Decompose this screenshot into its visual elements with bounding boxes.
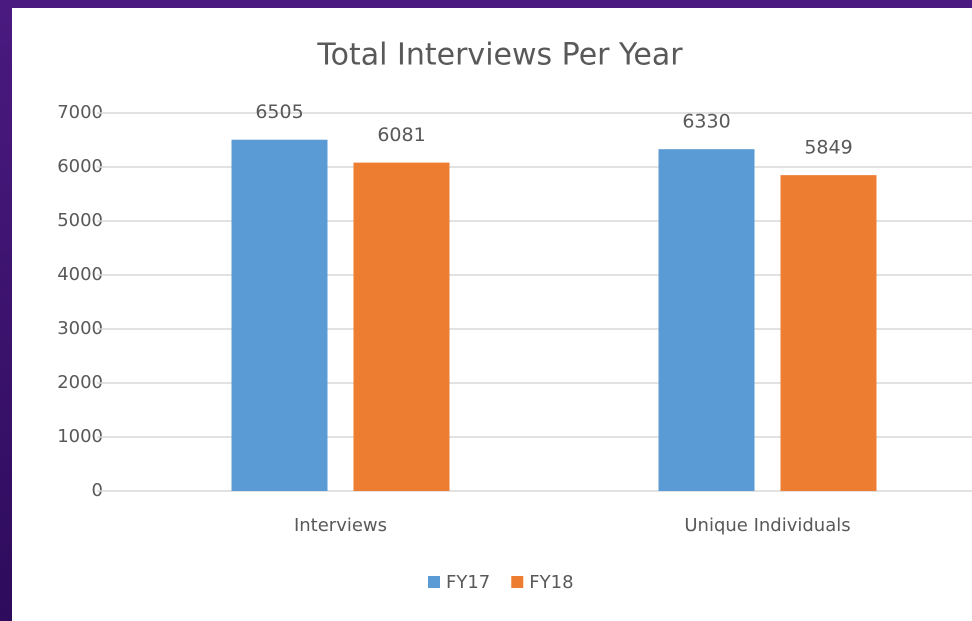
y-tick-label: 3000 bbox=[57, 318, 103, 339]
legend-swatch bbox=[428, 576, 440, 588]
data-label: 6505 bbox=[255, 101, 303, 123]
x-tick-label: Unique Individuals bbox=[684, 515, 850, 536]
x-tick-label: Interviews bbox=[294, 515, 387, 536]
y-tick-label: 5000 bbox=[57, 210, 103, 231]
y-tick-label: 6000 bbox=[57, 156, 103, 177]
bar bbox=[353, 162, 450, 491]
y-tick-label: 7000 bbox=[57, 102, 103, 123]
legend-label: FY18 bbox=[529, 572, 573, 593]
bar bbox=[231, 139, 328, 492]
data-label: 6330 bbox=[682, 111, 730, 133]
data-label: 6081 bbox=[377, 124, 425, 146]
y-tick-label: 2000 bbox=[57, 372, 103, 393]
legend-label: FY17 bbox=[446, 572, 490, 593]
bar bbox=[658, 149, 755, 491]
bar bbox=[780, 175, 877, 492]
chart-title: Total Interviews Per Year bbox=[316, 38, 683, 73]
y-tick-label: 1000 bbox=[57, 426, 103, 447]
y-tick-label: 4000 bbox=[57, 264, 103, 285]
legend-swatch bbox=[511, 576, 524, 588]
data-label: 5849 bbox=[804, 137, 852, 159]
